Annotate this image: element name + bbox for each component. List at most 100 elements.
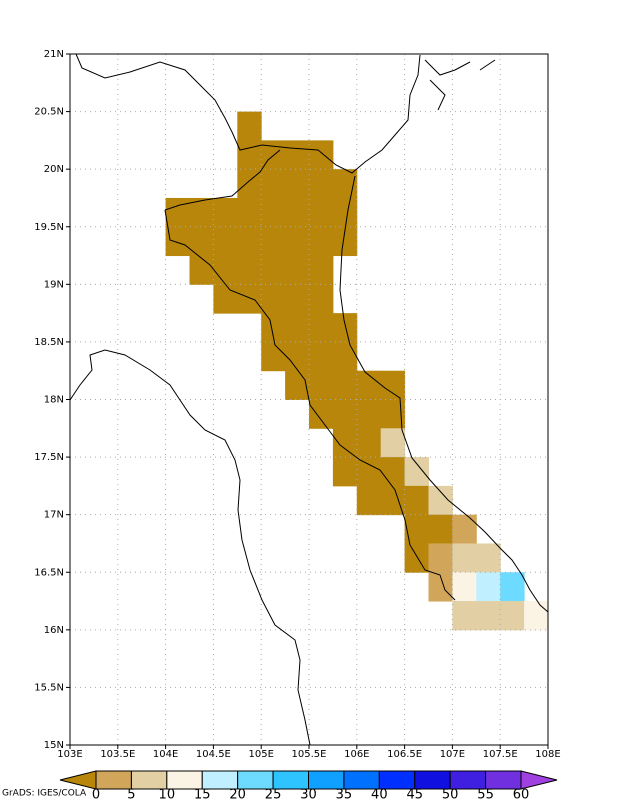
cell — [237, 255, 262, 285]
cell — [261, 284, 286, 314]
cell — [285, 226, 310, 257]
cell — [332, 428, 358, 458]
colorbar-box — [485, 770, 522, 790]
colorbar-box — [237, 770, 274, 790]
cell — [165, 226, 190, 257]
cell — [189, 255, 214, 285]
colorbar-box — [378, 770, 416, 790]
border — [164, 149, 281, 211]
y-tick-label: 17.5N — [34, 452, 64, 463]
cell — [476, 572, 501, 602]
colorbar-label: 55 — [477, 788, 494, 800]
cell — [428, 514, 453, 544]
colorbar-box — [449, 770, 487, 790]
cell — [500, 601, 525, 631]
colorbar-box — [308, 770, 345, 790]
cell — [189, 197, 214, 228]
colorbar-box — [130, 770, 168, 790]
cell — [213, 255, 238, 285]
cell — [285, 140, 310, 170]
coastline — [424, 59, 496, 111]
x-tick-label: 104.5E — [196, 749, 231, 760]
cell — [356, 457, 382, 487]
y-tick-label: 19.5N — [34, 222, 64, 233]
cell — [309, 226, 334, 257]
cell — [285, 341, 310, 372]
cell — [165, 197, 190, 228]
colorbar-label: 45 — [406, 788, 423, 800]
colorbar-box — [95, 770, 132, 790]
colorbar-box — [414, 770, 451, 790]
colorbar-box — [166, 770, 203, 790]
cell — [285, 169, 310, 199]
cell — [380, 370, 406, 400]
cell — [452, 572, 477, 602]
cell — [332, 399, 358, 429]
cell — [380, 457, 406, 487]
x-tick-label: 106.5E — [387, 749, 422, 760]
cell — [261, 226, 286, 257]
cell — [524, 601, 549, 631]
y-tick-label: 19N — [44, 279, 64, 290]
cell — [332, 341, 358, 372]
colorbar-box — [343, 770, 380, 790]
x-tick-label: 104E — [153, 749, 178, 760]
colorbar-label: 10 — [159, 788, 176, 800]
cell — [404, 514, 429, 544]
y-tick-label: 17N — [44, 510, 64, 521]
cell — [309, 341, 334, 372]
y-tick-label: 15.5N — [34, 682, 64, 693]
cell — [309, 370, 334, 400]
axes: 103E 103.5E 104E 104.5E 105E 105.5E 106E 106.5E… — [34, 49, 560, 760]
cell — [309, 169, 334, 199]
cell — [237, 140, 262, 170]
colorbar-label: 0 — [92, 788, 100, 800]
cell — [332, 313, 358, 343]
cell — [285, 197, 310, 228]
coastlines — [69, 53, 549, 746]
y-tick-label: 18.5N — [34, 337, 64, 348]
cell — [261, 197, 286, 228]
cell — [189, 226, 214, 257]
x-tick-label: 106E — [344, 749, 369, 760]
x-tick-label: 105.5E — [292, 749, 327, 760]
cell — [309, 313, 334, 343]
cell — [237, 197, 262, 228]
cell — [404, 485, 429, 516]
y-tick-label: 16N — [44, 625, 64, 636]
colorbar-label: 25 — [265, 788, 282, 800]
cell — [309, 399, 334, 429]
cell — [332, 370, 358, 400]
border — [164, 209, 456, 601]
cell — [309, 284, 334, 314]
cell — [356, 428, 382, 458]
cell — [285, 284, 310, 314]
colorbar-label: 15 — [194, 788, 211, 800]
credit: GrADS: IGES/COLA — [2, 789, 87, 799]
y-tick-label: 15N — [44, 740, 64, 751]
cell — [309, 140, 334, 170]
cell — [332, 457, 358, 487]
cell — [237, 284, 262, 314]
colorbar: 0 5 10 15 20 25 30 35 40 45 50 55 60 — [59, 770, 558, 800]
cells — [165, 111, 549, 631]
cell — [332, 197, 358, 228]
colorbar-label: 30 — [300, 788, 317, 800]
y-tick-label: 16.5N — [34, 567, 64, 578]
cell — [452, 514, 477, 544]
cell — [380, 428, 406, 458]
x-tick-label: 107.5E — [483, 749, 518, 760]
colorbar-triangle — [59, 770, 97, 790]
cell — [404, 457, 429, 487]
cell — [261, 255, 286, 285]
colorbar-box — [201, 770, 239, 790]
cell — [213, 284, 238, 314]
coastline — [339, 175, 549, 613]
cell — [213, 197, 238, 228]
colorbar-label: 60 — [513, 788, 530, 800]
colorbar-label: 20 — [229, 788, 246, 800]
coastline — [75, 53, 421, 174]
x-tick-label: 103.5E — [100, 749, 135, 760]
cell — [428, 543, 453, 573]
colorbar-label: 40 — [371, 788, 388, 800]
